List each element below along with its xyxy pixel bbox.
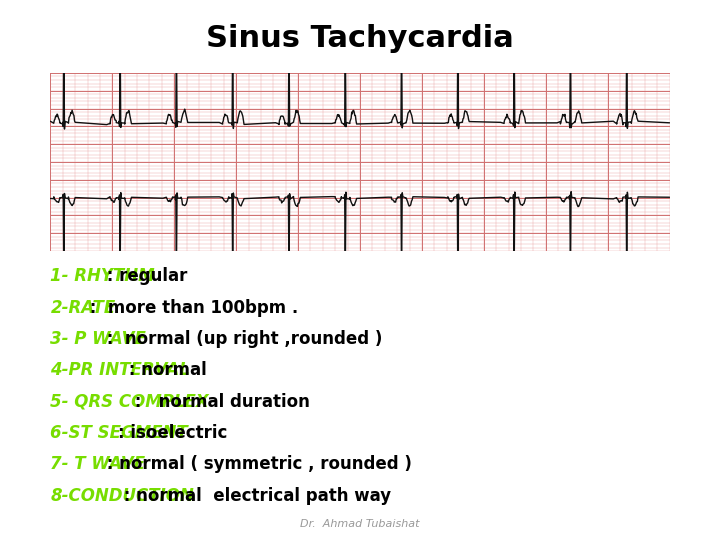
Text: 8-CONDUCTION: 8-CONDUCTION — [50, 487, 194, 504]
Text: : normal  electrical path way: : normal electrical path way — [118, 487, 391, 504]
Text: 3- P WAVE: 3- P WAVE — [50, 330, 146, 348]
Text: : normal: : normal — [123, 361, 207, 379]
Text: 4-PR INTERVAL: 4-PR INTERVAL — [50, 361, 190, 379]
Text: :  more than 100bpm .: : more than 100bpm . — [84, 299, 298, 316]
Text: 7- T WAVE: 7- T WAVE — [50, 455, 145, 473]
Text: Sinus Tachycardia: Sinus Tachycardia — [206, 24, 514, 53]
Text: 1- RHYTHM: 1- RHYTHM — [50, 267, 155, 285]
Text: : normal ( symmetric , rounded ): : normal ( symmetric , rounded ) — [101, 455, 412, 473]
Text: Dr.  Ahmad Tubaishat: Dr. Ahmad Tubaishat — [300, 519, 420, 529]
Text: :  normal (up right ,rounded ): : normal (up right ,rounded ) — [101, 330, 382, 348]
Text: : regular: : regular — [101, 267, 187, 285]
Text: 2-RATE: 2-RATE — [50, 299, 116, 316]
Text: :   normal duration: : normal duration — [129, 393, 310, 410]
Text: 5- QRS COMPLEX: 5- QRS COMPLEX — [50, 393, 209, 410]
Text: : isoelectric: : isoelectric — [118, 424, 228, 442]
Text: 6-ST SEGMENT: 6-ST SEGMENT — [50, 424, 188, 442]
